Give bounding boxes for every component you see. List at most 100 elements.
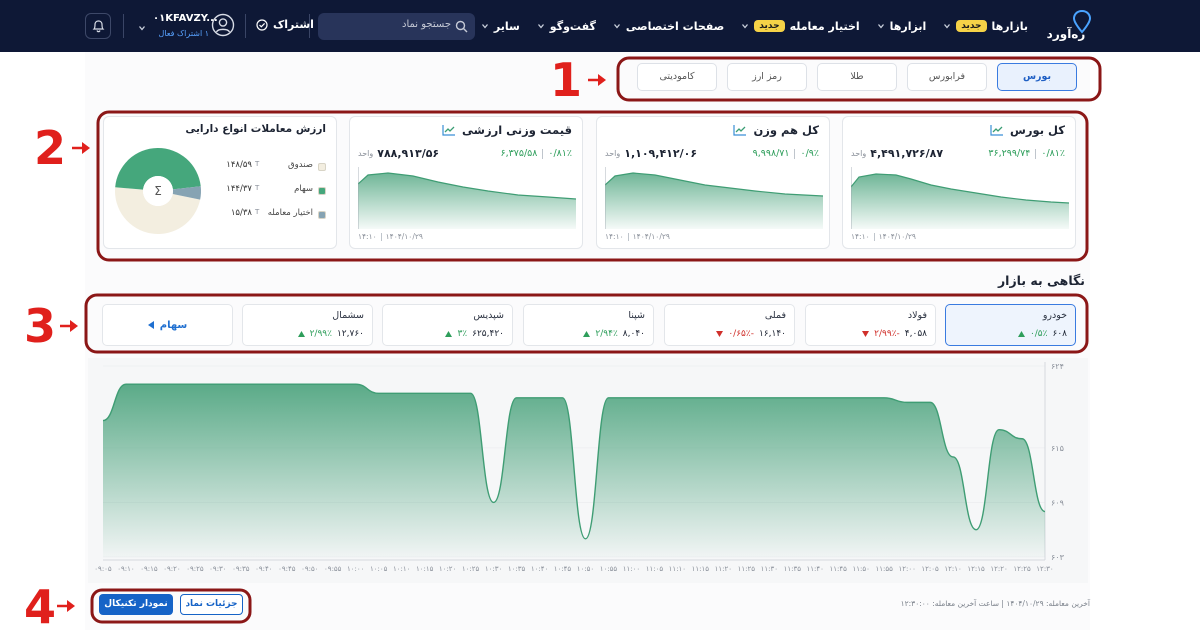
card-title: کل هم وزن bbox=[753, 123, 819, 137]
symbol-card[interactable]: سشمال ۱۲,۷۶۰ ۲/۹۹٪ bbox=[242, 304, 373, 346]
caret-shape bbox=[613, 24, 620, 29]
card-footer: ۱۴۰۴/۱۰/۲۹ ۱۴:۱۰ bbox=[605, 232, 670, 241]
direction-shape bbox=[1017, 331, 1025, 337]
nav-label: گفت‌وگو bbox=[549, 19, 596, 33]
caret-icon bbox=[742, 24, 749, 29]
symbol-price: ۶۰۸ bbox=[1052, 329, 1067, 339]
symbol-card[interactable]: فملی ۱۶,۱۴۰ -۰/۶۵٪ bbox=[664, 304, 795, 346]
market-tab[interactable]: رمز ارز bbox=[727, 63, 807, 91]
chart-icon bbox=[442, 125, 456, 136]
direction-icon bbox=[716, 331, 724, 337]
nav-item[interactable]: بازارها جدید bbox=[943, 20, 1028, 33]
change-percent: ۰/۹٪ bbox=[800, 148, 819, 159]
nav-label: اختیار معامله bbox=[789, 19, 860, 33]
avatar-shape bbox=[211, 13, 235, 37]
legend-value: ۱۴۴/۳۷ bbox=[226, 184, 252, 194]
user-id: ۰۱KFAVZY... bbox=[153, 13, 218, 24]
chart-icon bbox=[990, 125, 1004, 136]
caret-shape bbox=[537, 24, 544, 29]
symbol-change: ۰/۵٪ bbox=[1029, 329, 1048, 339]
index-card[interactable]: کل بورس ۰/۸۱٪ ۳۶,۲۹۹/۷۴ ۴,۴۹۱,۷۲۶/۸۷ واحد ۱۴۰… bbox=[842, 116, 1076, 249]
symbol-change: ۳٪ bbox=[457, 329, 468, 339]
symbol-price: ۱۲,۷۶۰ bbox=[336, 329, 364, 339]
update-date: ۱۴۰۴/۱۰/۲۹ bbox=[878, 232, 916, 241]
avatar-shape bbox=[215, 28, 231, 33]
nav-item[interactable]: اختیار معامله جدید bbox=[741, 19, 860, 33]
symbol-name: شپدیس bbox=[473, 310, 504, 321]
technical-chart-button[interactable]: نمودار تکنیکال bbox=[99, 594, 173, 615]
nav-item[interactable]: صفحات اختصاصی bbox=[613, 20, 724, 33]
symbol-change: -۰/۶۵٪ bbox=[728, 329, 754, 339]
symbol-card[interactable]: شپنا ۸,۰۴۰ ۲/۹۴٪ bbox=[523, 304, 654, 346]
more-label: سهام bbox=[159, 319, 188, 331]
legend-swatch bbox=[318, 163, 326, 171]
chart-panel bbox=[88, 358, 1088, 583]
more-icon bbox=[147, 321, 154, 329]
caret-shape bbox=[944, 24, 951, 29]
legend-swatch bbox=[318, 187, 326, 195]
sparkline bbox=[358, 167, 576, 229]
chart-icon-shape bbox=[992, 126, 1003, 133]
legend-unit: T bbox=[255, 184, 260, 192]
symbol-change: ۲/۹۴٪ bbox=[595, 329, 618, 339]
search-shape bbox=[455, 20, 466, 31]
market-tab-active[interactable]: بورس bbox=[997, 63, 1077, 91]
sparkline bbox=[851, 167, 1069, 229]
symbol-name: خودرو bbox=[1042, 310, 1067, 321]
user-menu[interactable]: ۰۱KFAVZY... ۱ اشتراک فعال bbox=[135, 8, 238, 44]
direction-icon bbox=[862, 331, 870, 337]
card-footer: ۱۴۰۴/۱۰/۲۹ ۱۴:۱۰ bbox=[358, 232, 423, 241]
market-tab[interactable]: فرابورس bbox=[907, 63, 987, 91]
asset-value-card: ارزش معاملات انواع دارایی صندوق ۱۴۸/۵۹ T سها… bbox=[103, 116, 337, 249]
user-caret bbox=[138, 17, 146, 36]
chart-icon-shape bbox=[735, 126, 746, 133]
change-row: ۰/۸۱٪ ۶,۳۷۵/۵۸ bbox=[501, 148, 572, 159]
symbol-details-button[interactable]: جزئیات نماد bbox=[180, 594, 243, 615]
donut-chart: Σ bbox=[115, 148, 201, 234]
avatar-icon bbox=[211, 13, 235, 37]
nav-item[interactable]: سایر bbox=[481, 20, 520, 33]
more-button[interactable]: سهام bbox=[102, 304, 233, 346]
card-footer: ۱۴۰۴/۱۰/۲۹ ۱۴:۱۰ bbox=[851, 232, 916, 241]
nav-item[interactable]: گفت‌وگو bbox=[537, 20, 596, 33]
notification-button[interactable] bbox=[85, 13, 111, 39]
caret-icon bbox=[537, 24, 544, 29]
caret-icon bbox=[944, 24, 951, 29]
symbol-price: ۸,۰۴۰ bbox=[622, 329, 645, 339]
symbol-card[interactable]: شپدیس ۶۲۵,۴۲۰ ۳٪ bbox=[382, 304, 513, 346]
index-card[interactable]: کل هم وزن ۰/۹٪ ۹,۹۹۸/۷۱ ۱,۱۰۹,۴۱۲/۰۶ واحد ۱۴۰… bbox=[596, 116, 830, 249]
logo-shape bbox=[1072, 9, 1092, 34]
subscription-label: اشتراک bbox=[273, 18, 314, 31]
symbol-name: سشمال bbox=[332, 310, 364, 321]
card-header: قیمت وزنی ارزشی bbox=[442, 123, 572, 137]
market-tab[interactable]: طلا bbox=[817, 63, 897, 91]
nav-label: بازارها bbox=[991, 19, 1028, 33]
nav-badge: جدید bbox=[956, 20, 987, 32]
subscription[interactable]: اشتراک bbox=[256, 18, 314, 31]
update-time: ۱۴:۱۰ bbox=[851, 232, 870, 241]
value-row: ۱,۱۰۹,۴۱۲/۰۶ واحد bbox=[605, 147, 697, 160]
change-percent: ۰/۸۱٪ bbox=[1041, 148, 1065, 159]
update-date: ۱۴۰۴/۱۰/۲۹ bbox=[385, 232, 423, 241]
change-value: ۹,۹۹۸/۷۱ bbox=[752, 148, 790, 159]
separator bbox=[627, 232, 629, 241]
sparkline-area bbox=[605, 173, 823, 229]
legend-label: اختیار معامله bbox=[267, 208, 313, 218]
check-shape bbox=[256, 18, 268, 31]
legend-swatch bbox=[318, 211, 326, 219]
symbol-card-active[interactable]: خودرو ۶۰۸ ۰/۵٪ bbox=[945, 304, 1076, 346]
search-box[interactable]: جستجو نماد bbox=[318, 13, 475, 40]
nav-item[interactable]: ابزارها bbox=[877, 20, 926, 33]
symbol-row: ۴,۰۵۸ -۲/۹۹٪ bbox=[862, 329, 927, 339]
symbol-change: ۲/۹۹٪ bbox=[309, 329, 332, 339]
change-percent: ۰/۸۱٪ bbox=[548, 148, 572, 159]
caret-icon bbox=[481, 24, 488, 29]
symbol-row: ۸,۰۴۰ ۲/۹۴٪ bbox=[583, 329, 645, 339]
market-tab[interactable]: کامودیتی bbox=[637, 63, 717, 91]
symbol-price: ۱۶,۱۴۰ bbox=[758, 329, 786, 339]
index-card[interactable]: قیمت وزنی ارزشی ۰/۸۱٪ ۶,۳۷۵/۵۸ ۷۸۸,۹۱۳/۵۶ وا… bbox=[349, 116, 583, 249]
direction-shape bbox=[716, 331, 724, 337]
change-row: ۰/۸۱٪ ۳۶,۲۹۹/۷۴ bbox=[988, 148, 1065, 159]
symbol-card[interactable]: فولاد ۴,۰۵۸ -۲/۹۹٪ bbox=[805, 304, 936, 346]
